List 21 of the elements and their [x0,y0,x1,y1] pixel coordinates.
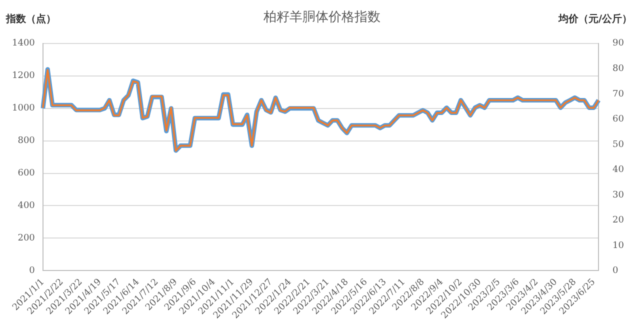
y2-tick-label: 90 [612,38,624,49]
y2-tick-label: 50 [612,140,624,150]
y2-tick-label: 30 [612,190,624,200]
y2-axis-title: 均价（元/公斤） [558,12,632,26]
y2-tick-label: 0 [612,266,619,276]
y-axis-title: 指数（点） [6,12,56,26]
y-tick-label: 600 [18,168,36,179]
y-tick-label: 400 [18,201,36,212]
y2-tick-label: 10 [612,240,624,251]
y-tick-label: 1400 [12,38,36,49]
y2-tick-label: 20 [612,216,624,226]
y2-tick-label: 80 [612,64,624,74]
y-tick-label: 1000 [12,104,36,114]
chart-title: 柏籽羊胴体价格指数 [264,10,380,25]
y-tick-label: 0 [29,266,36,276]
y2-tick-label: 60 [612,114,624,125]
y-tick-label: 200 [18,234,36,244]
y2-tick-label: 70 [612,89,624,100]
y2-tick-label: 40 [612,165,624,176]
y-tick-label: 1200 [12,71,36,82]
y-tick-label: 800 [18,136,36,146]
